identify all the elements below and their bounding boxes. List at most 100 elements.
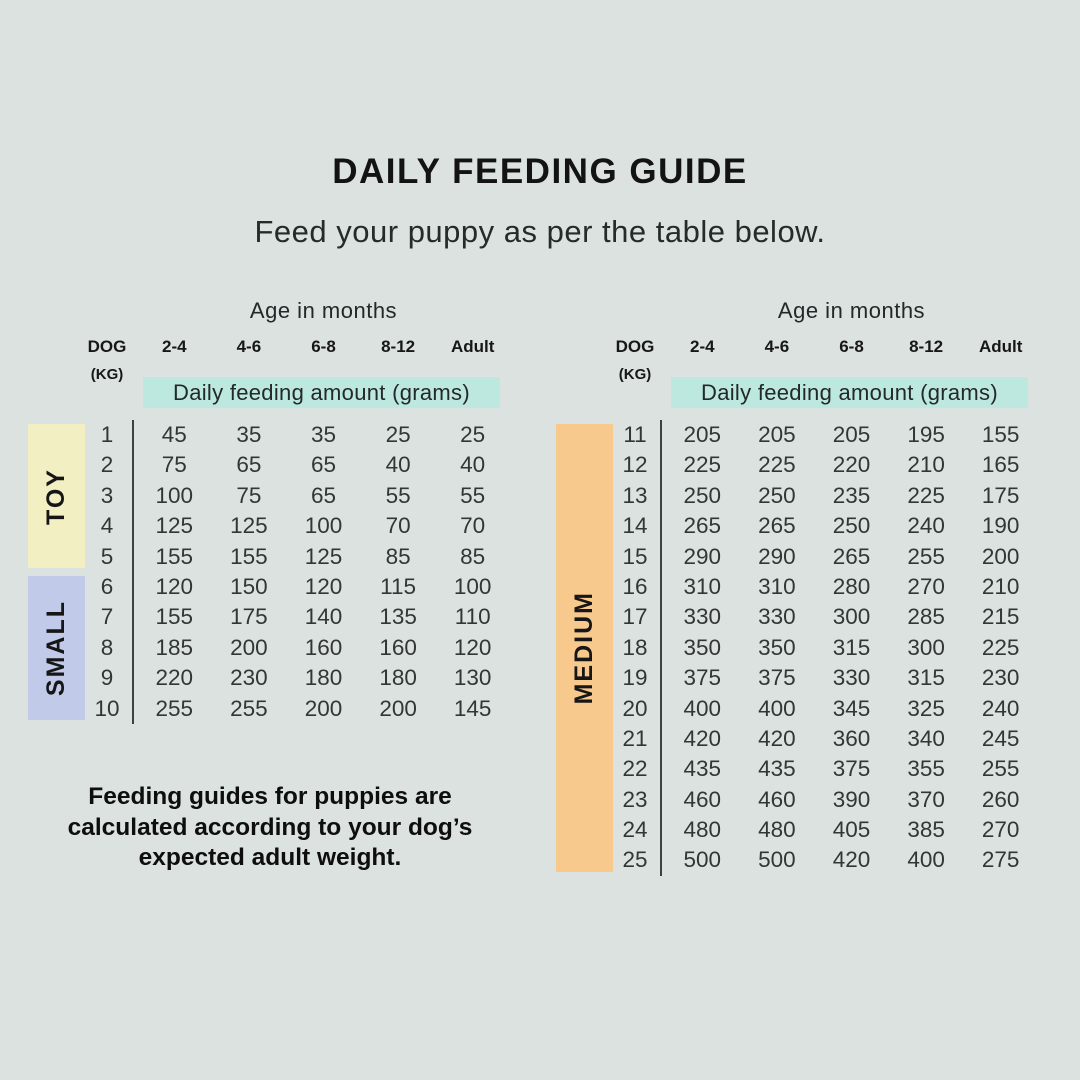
page-subtitle: Feed your puppy as per the table below. bbox=[254, 214, 826, 249]
size-band-label: MEDIUM bbox=[570, 591, 598, 705]
feed-value-cell: 330 bbox=[832, 665, 871, 691]
daily-amount-highlight: Daily feeding amount (grams) bbox=[671, 377, 1028, 408]
feed-value-cell: 400 bbox=[907, 847, 945, 873]
kg-cell: 3 bbox=[100, 482, 114, 508]
feed-value-cell: 280 bbox=[832, 573, 871, 599]
age-in-months-row: Age in months bbox=[28, 298, 510, 332]
feed-value-cell: 400 bbox=[683, 695, 722, 721]
feed-value-cell: 270 bbox=[907, 573, 945, 599]
kg-cell: 12 bbox=[622, 452, 648, 478]
feed-value-cell: 255 bbox=[230, 695, 268, 721]
feed-value-cell: 290 bbox=[758, 543, 796, 569]
feed-value-cell: 55 bbox=[385, 482, 411, 508]
feed-value-cell: 225 bbox=[981, 634, 1020, 660]
feed-value-cell: 190 bbox=[981, 513, 1020, 539]
feed-value-cell: 460 bbox=[683, 786, 722, 812]
feed-value-cell: 35 bbox=[310, 422, 336, 447]
age-column-header: Adult bbox=[978, 337, 1023, 356]
feed-value-cell: 45 bbox=[161, 422, 187, 447]
feed-value-cell: 370 bbox=[907, 786, 945, 812]
feed-value-cell: 300 bbox=[832, 604, 871, 630]
feed-value-cell: 350 bbox=[758, 634, 796, 660]
kg-cell: 24 bbox=[622, 817, 648, 843]
feed-value-cell: 375 bbox=[832, 756, 871, 782]
feeding-table-medium: Age in months DOG 2-4 4-6 6-8 8-12 Adult (KG) Da… bbox=[556, 298, 1038, 876]
feed-value-cell: 270 bbox=[981, 817, 1020, 843]
feed-value-cell: 175 bbox=[981, 482, 1020, 508]
feed-value-cell: 240 bbox=[981, 695, 1020, 721]
kg-cell: 13 bbox=[622, 482, 648, 508]
age-column-header: 4-6 bbox=[764, 337, 790, 356]
feed-value-cell: 480 bbox=[683, 817, 722, 843]
age-column-header: 2-4 bbox=[690, 337, 715, 356]
feed-value-cell: 125 bbox=[230, 513, 268, 539]
feed-value-cell: 285 bbox=[907, 604, 945, 630]
feed-value-cell: 195 bbox=[907, 422, 945, 447]
feed-value-cell: 25 bbox=[460, 422, 486, 447]
feed-value-cell: 340 bbox=[907, 725, 945, 751]
feed-value-cell: 220 bbox=[155, 665, 194, 691]
feed-value-cell: 125 bbox=[304, 543, 343, 569]
size-band-small: SMALL bbox=[28, 575, 85, 720]
feed-value-cell: 225 bbox=[907, 482, 945, 508]
feed-value-cell: 385 bbox=[907, 817, 945, 843]
feed-value-cell: 225 bbox=[683, 452, 722, 478]
feed-value-cell: 315 bbox=[907, 665, 945, 691]
feed-value-cell: 110 bbox=[454, 604, 491, 630]
feed-value-cell: 185 bbox=[155, 634, 194, 660]
feed-value-cell: 375 bbox=[683, 665, 722, 691]
feed-value-cell: 265 bbox=[758, 513, 796, 539]
kg-cell: 10 bbox=[94, 695, 120, 721]
feed-value-cell: 75 bbox=[236, 482, 262, 508]
kg-cell: 7 bbox=[100, 604, 114, 630]
feed-value-cell: 160 bbox=[379, 634, 417, 660]
feed-value-cell: 130 bbox=[453, 665, 492, 691]
age-in-months-row: Age in months bbox=[556, 298, 1038, 332]
kg-cell: 16 bbox=[622, 573, 648, 599]
kg-cell: 19 bbox=[622, 665, 648, 691]
feed-value-cell: 265 bbox=[832, 543, 871, 569]
kg-cell: 25 bbox=[622, 847, 648, 873]
kg-unit-label: (KG) bbox=[90, 366, 124, 383]
page-title: DAILY FEEDING GUIDE bbox=[332, 152, 748, 191]
feed-value-cell: 155 bbox=[981, 422, 1020, 447]
feed-value-cell: 180 bbox=[304, 665, 343, 691]
feed-value-cell: 265 bbox=[683, 513, 722, 539]
footnote: Feeding guides for puppies are calculate… bbox=[67, 783, 473, 871]
feed-value-cell: 25 bbox=[385, 422, 411, 447]
age-column-header: 4-6 bbox=[236, 337, 262, 356]
feed-value-cell: 275 bbox=[981, 847, 1020, 873]
feed-value-cell: 350 bbox=[683, 634, 722, 660]
feed-value-cell: 70 bbox=[460, 513, 486, 539]
age-column-header: 6-8 bbox=[839, 337, 864, 356]
kg-cell: 1 bbox=[100, 422, 114, 447]
feed-value-cell: 120 bbox=[453, 634, 492, 660]
feed-value-cell: 205 bbox=[683, 422, 722, 447]
feed-value-cell: 300 bbox=[907, 634, 945, 660]
feed-value-cell: 435 bbox=[758, 756, 796, 782]
feed-value-cell: 85 bbox=[385, 543, 411, 569]
size-band-label: TOY bbox=[42, 467, 70, 525]
feed-value-cell: 355 bbox=[907, 756, 945, 782]
kg-cell: 20 bbox=[622, 695, 648, 721]
feed-value-cell: 325 bbox=[907, 695, 945, 721]
feed-value-cell: 480 bbox=[758, 817, 796, 843]
feed-value-cell: 400 bbox=[758, 695, 796, 721]
age-in-months-label: Age in months bbox=[777, 298, 926, 323]
age-in-months-label: Age in months bbox=[249, 298, 398, 323]
column-header-row: DOG 2-4 4-6 6-8 8-12 Adult bbox=[556, 332, 1038, 362]
feed-value-cell: 145 bbox=[453, 695, 492, 721]
feed-value-cell: 150 bbox=[230, 573, 268, 599]
kg-cell: 6 bbox=[100, 573, 114, 599]
dog-column-header: DOG bbox=[87, 337, 127, 356]
kg-cell: 18 bbox=[622, 634, 648, 660]
size-band-toy: TOY bbox=[28, 424, 85, 568]
feed-value-cell: 75 bbox=[161, 452, 187, 478]
size-band-label: SMALL bbox=[42, 599, 70, 696]
feed-value-cell: 55 bbox=[460, 482, 486, 508]
kg-unit-label: (KG) bbox=[618, 366, 652, 383]
feed-value-cell: 205 bbox=[758, 422, 796, 447]
feed-value-cell: 345 bbox=[832, 695, 871, 721]
feed-value-cell: 200 bbox=[230, 634, 268, 660]
